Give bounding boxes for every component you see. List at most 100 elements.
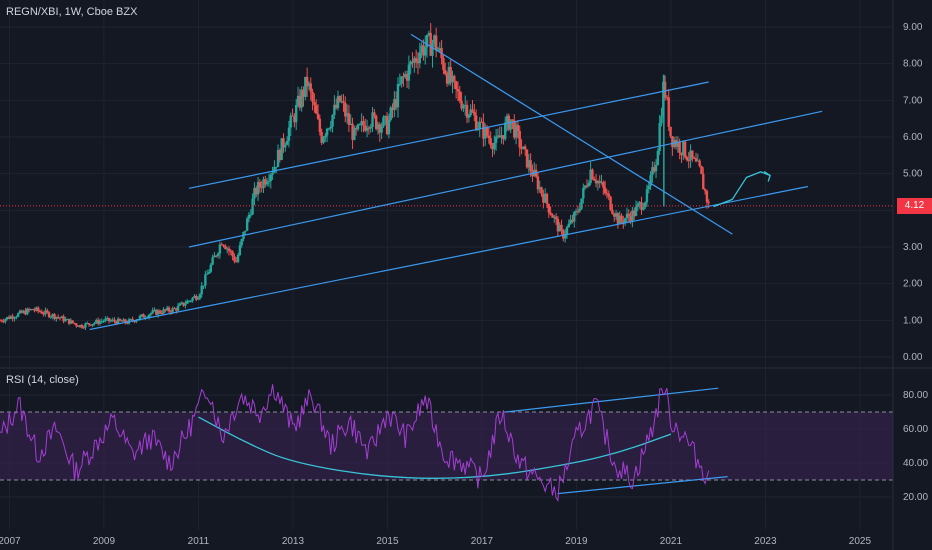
candle (705, 190, 709, 203)
candle (6, 317, 9, 320)
candle (273, 167, 276, 173)
candle (391, 107, 394, 111)
candle (411, 61, 414, 63)
candle (613, 213, 616, 217)
candle (558, 224, 561, 232)
candle (126, 322, 129, 324)
candle (511, 119, 514, 121)
candle (682, 141, 685, 156)
candle (187, 300, 191, 302)
candle (562, 230, 565, 239)
candle (585, 185, 589, 187)
projection-path[interactable] (713, 171, 771, 208)
candle (633, 210, 636, 216)
candle (180, 302, 183, 304)
candle (233, 256, 236, 262)
candle (642, 207, 645, 210)
rsi-curve[interactable] (198, 416, 672, 479)
candle (513, 120, 516, 138)
candle (622, 220, 625, 223)
rsi-tick-label: 40.00 (903, 458, 928, 469)
candle (560, 224, 563, 231)
rsi-tick-label: 80.00 (903, 390, 928, 401)
candle (687, 160, 690, 162)
candle (71, 320, 74, 323)
candle (387, 119, 391, 135)
candle (333, 104, 336, 115)
candle (329, 126, 332, 129)
candle (574, 211, 578, 213)
candle (365, 127, 369, 131)
candle (304, 76, 307, 97)
candle (209, 264, 213, 272)
candle (658, 123, 661, 151)
candle (160, 313, 163, 315)
candle (213, 255, 216, 258)
candle (122, 319, 125, 322)
candle (284, 144, 287, 148)
candle (205, 273, 209, 275)
candle (262, 179, 265, 189)
candle (267, 181, 271, 183)
trendline-rsi-upper[interactable] (505, 387, 719, 413)
candle (609, 196, 612, 210)
rsi-series (0, 384, 710, 502)
candle (175, 308, 178, 311)
trendline-middle-channel[interactable] (188, 110, 823, 248)
candle (131, 319, 134, 321)
candle (191, 297, 194, 301)
candle (22, 310, 25, 313)
candle (100, 321, 103, 323)
candle (616, 213, 620, 224)
candle (38, 310, 42, 312)
candle (60, 316, 63, 319)
trendline-descending-line[interactable] (410, 33, 733, 235)
candle (665, 97, 669, 99)
candle (523, 146, 527, 150)
candle (543, 193, 547, 203)
candle (674, 140, 678, 147)
trendline-upper-channel[interactable] (188, 81, 709, 189)
candle (324, 135, 327, 138)
candle (660, 116, 663, 124)
candle (596, 181, 600, 184)
price-tick-label: 0.00 (903, 352, 923, 363)
candle (696, 160, 700, 162)
candle (367, 127, 371, 129)
trendlines[interactable] (89, 33, 823, 495)
candle (553, 216, 556, 218)
candle (491, 145, 494, 150)
candle (545, 193, 549, 204)
candle (338, 96, 342, 102)
candle (389, 107, 392, 120)
candle (484, 127, 487, 139)
candle (563, 234, 567, 239)
candle (296, 95, 300, 105)
trendline-lower-channel[interactable] (89, 185, 809, 331)
candle (87, 323, 91, 325)
candle (689, 150, 692, 161)
candle (33, 309, 36, 311)
candle (556, 218, 560, 232)
candle (344, 102, 347, 117)
candle (256, 182, 260, 195)
candle (347, 113, 351, 125)
candle (164, 309, 167, 311)
candle (514, 124, 518, 138)
candle (27, 308, 31, 311)
candle (224, 245, 227, 249)
candle (47, 312, 51, 318)
candle (384, 116, 387, 118)
candle (353, 128, 356, 140)
candle (82, 327, 85, 329)
candle (13, 317, 16, 319)
candle (331, 114, 334, 127)
candle (20, 310, 24, 313)
candle (493, 142, 496, 150)
candle (62, 316, 65, 322)
candle (198, 294, 202, 299)
candle (140, 314, 143, 316)
trendline-rsi-lower[interactable] (557, 476, 728, 495)
candle (402, 76, 405, 78)
